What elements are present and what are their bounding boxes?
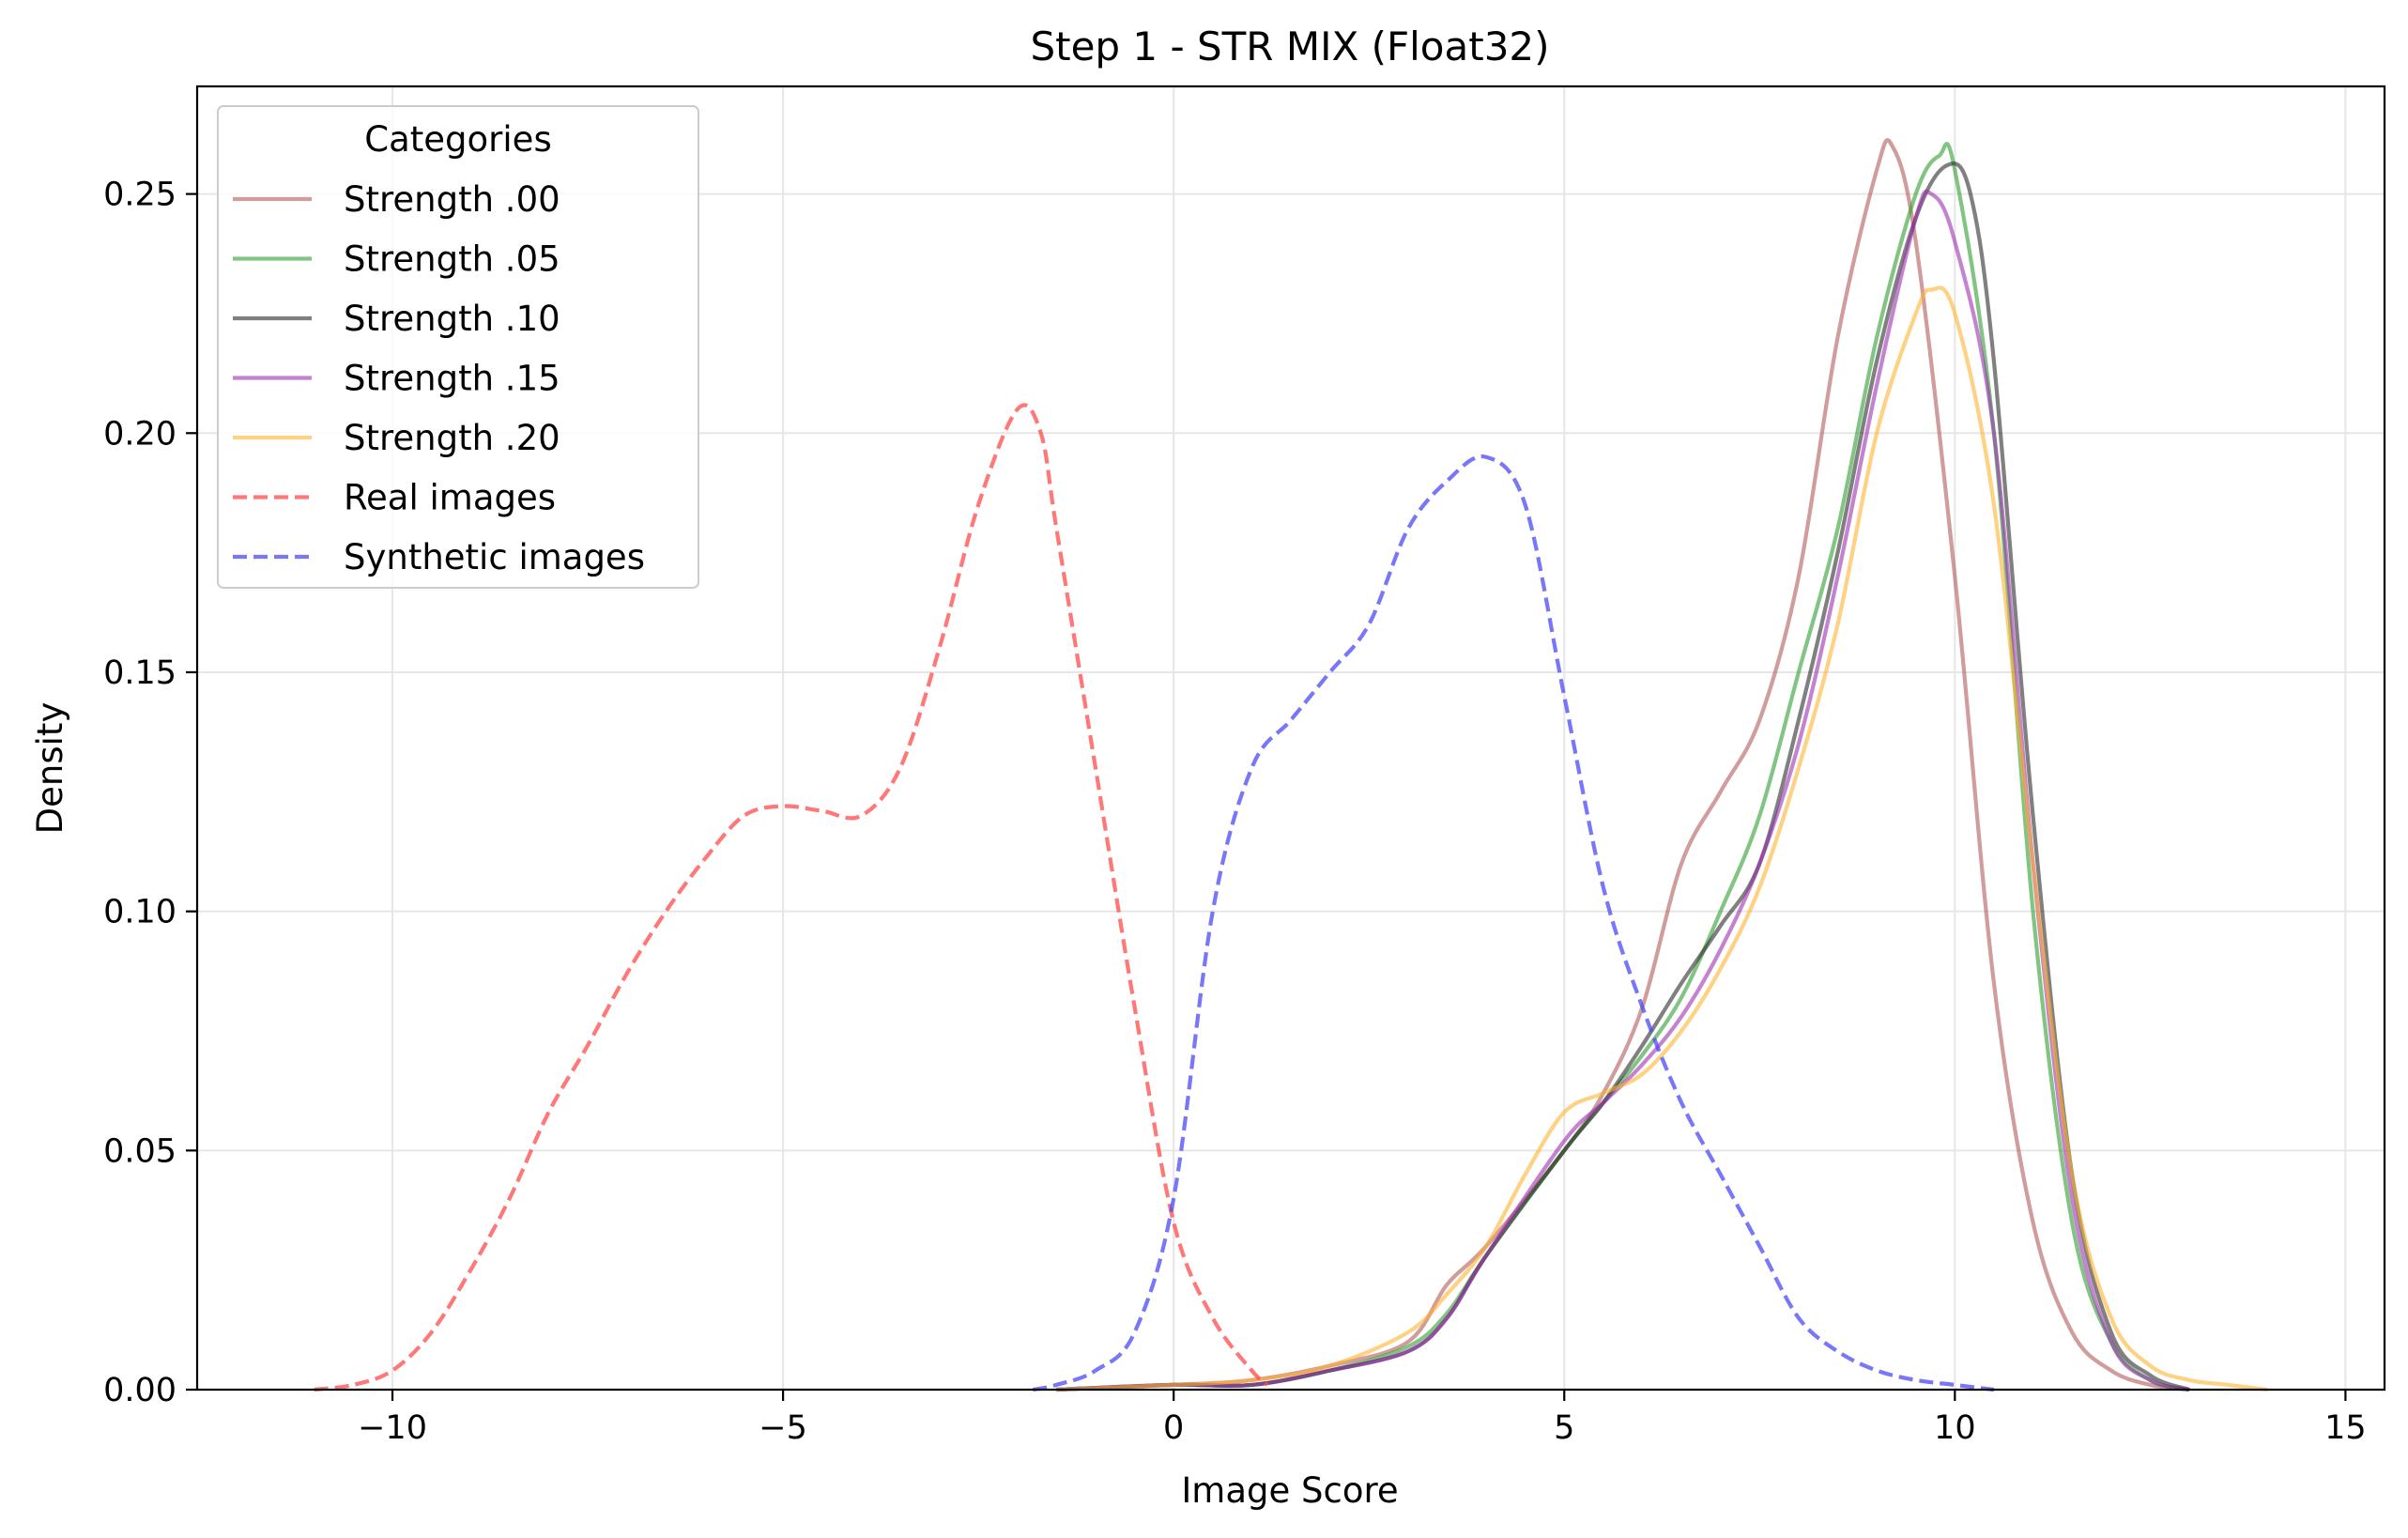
legend-box <box>217 105 699 589</box>
series-line-6 <box>314 403 1269 1392</box>
legend-items: Strength .00 Strength .05 Strength .10 Stre… <box>233 179 645 577</box>
y-tick-label: 0.25 <box>103 177 176 214</box>
y-tick-label: 0.10 <box>103 894 176 931</box>
chart-title: Step 1 - STR MIX (Float32) <box>1030 23 1549 69</box>
legend-title: Categories <box>364 119 551 160</box>
legend-label-1: Strength .00 <box>344 179 560 220</box>
y-tick-label: 0.00 <box>103 1372 176 1409</box>
y-axis-ticks: 0.00 0.05 0.10 0.15 0.20 0.25 <box>103 177 197 1409</box>
x-axis-ticks: −10 −5 0 5 10 15 <box>358 1390 2367 1447</box>
x-tick-label: 0 <box>1163 1409 1184 1447</box>
series-line-2 <box>1056 142 2190 1392</box>
y-tick-label: 0.05 <box>103 1132 176 1170</box>
y-tick-label: 0.20 <box>103 415 176 453</box>
legend-label-4: Strength .15 <box>344 359 560 399</box>
y-axis-label: Density <box>30 702 70 835</box>
legend-label-5: Strength .20 <box>344 418 560 458</box>
series-line-5 <box>1056 285 2268 1392</box>
x-tick-label: 5 <box>1554 1409 1574 1447</box>
legend-label-7: Synthetic images <box>344 537 645 577</box>
x-tick-label: 15 <box>2324 1409 2367 1447</box>
x-tick-label: −10 <box>358 1409 427 1447</box>
series-line-7 <box>1032 454 1995 1392</box>
x-axis-label: Image Score <box>1181 1470 1398 1511</box>
legend-label-2: Strength .05 <box>344 239 560 280</box>
x-tick-label: −5 <box>759 1409 807 1447</box>
y-tick-label: 0.15 <box>103 654 176 692</box>
x-tick-label: 10 <box>1934 1409 1976 1447</box>
plot-area-frame <box>195 85 2386 1392</box>
series-layer <box>314 138 2268 1392</box>
legend-label-3: Strength .10 <box>344 299 560 339</box>
legend-label-6: Real images <box>344 478 556 518</box>
